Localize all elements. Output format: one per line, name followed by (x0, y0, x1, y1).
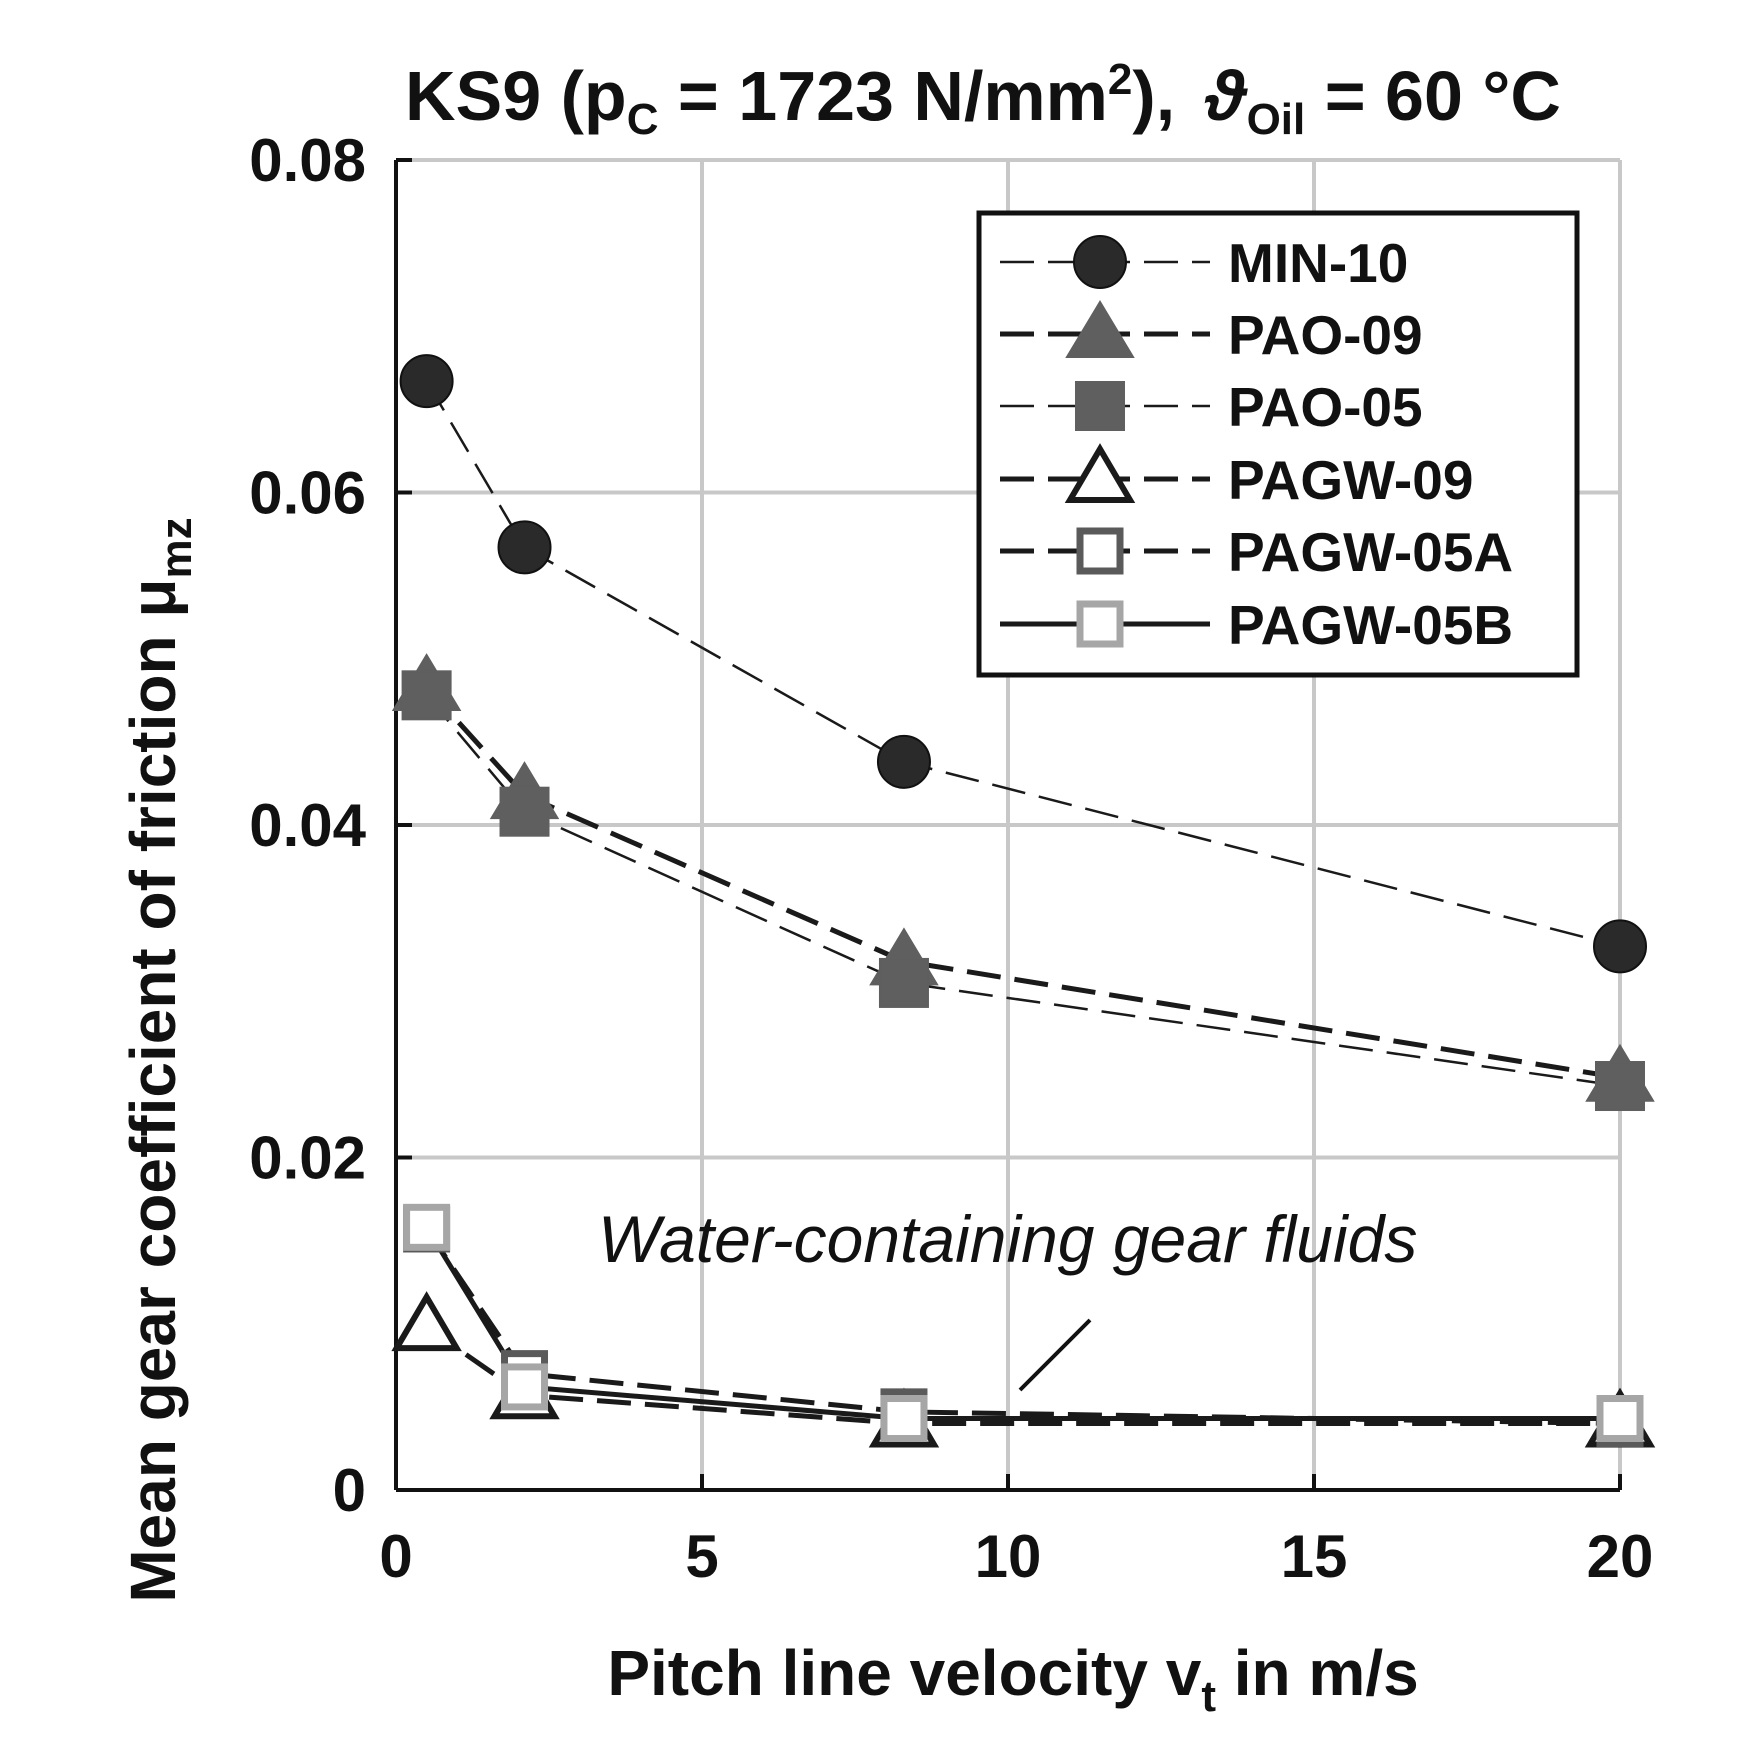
legend-label-pagw-05b: PAGW-05B (1228, 594, 1513, 656)
y-axis-label-main: Mean gear coefficient of friction μ (117, 578, 189, 1602)
legend-item-pagw-05b: PAGW-05B (1000, 594, 1513, 656)
annotation-label: Water-containing gear fluids (598, 1202, 1417, 1276)
series-line-pao-09 (424, 685, 1621, 1081)
data-point-pagw-05b-3 (1596, 1395, 1644, 1443)
x-axis-label-main: Pitch line velocity v (607, 1637, 1201, 1709)
legend-marker-pao-05 (1075, 381, 1125, 431)
legend-item-pagw-05a: PAGW-05A (1000, 521, 1513, 583)
series-line-pagw-09 (425, 1325, 1620, 1426)
title-p-sub: C (627, 95, 659, 144)
y-tick-label-2: 0.04 (249, 792, 366, 859)
series-line-pagw-05b (424, 1226, 1620, 1422)
legend-label-min-10: MIN-10 (1228, 232, 1408, 294)
legend-item-pao-09: PAO-09 (1000, 300, 1423, 366)
title-suffix: = 60 °C (1305, 57, 1561, 135)
data-point-pagw-05b-0 (403, 1203, 451, 1251)
data-point-pao-05-0 (401, 670, 452, 721)
data-point-pao-05-1 (499, 786, 550, 837)
data-point-pagw-05b-1 (501, 1363, 549, 1411)
legend-box (976, 210, 1580, 678)
data-point-min-10-0 (399, 354, 454, 409)
x-tick-label-3: 15 (1281, 1523, 1348, 1590)
legend-marker-pagw-05a (1076, 527, 1124, 575)
legend-item-min-10: MIN-10 (1000, 232, 1408, 294)
y-axis-label-sub: mz (152, 517, 201, 578)
data-point-pao-05-2 (878, 957, 929, 1008)
series-line-pao-05 (425, 694, 1621, 1088)
x-tick-label-2: 10 (975, 1523, 1042, 1590)
data-point-pagw-05b-2 (880, 1395, 928, 1443)
series-lines (424, 380, 1621, 1426)
legend-marker-pagw-09 (1064, 443, 1136, 503)
data-point-min-10-3 (1593, 919, 1647, 974)
title-sup: 2 (1108, 55, 1132, 104)
x-tick-label-1: 5 (685, 1523, 718, 1590)
y-tick-label-3: 0.06 (249, 460, 366, 527)
x-axis-label-sub: t (1201, 1672, 1216, 1721)
legend: MIN-10 PAO-09 PAO-05 PAGW-09 PAGW-05A PAGW-05… (976, 210, 1580, 678)
annotation-pointer (1018, 1318, 1092, 1392)
title-close: ), (1132, 57, 1175, 135)
data-point-min-10-2 (876, 734, 931, 789)
legend-item-pao-05: PAO-05 (1000, 376, 1423, 438)
legend-label-pao-09: PAO-09 (1228, 304, 1423, 366)
series-markers (391, 354, 1656, 1448)
legend-label-pao-05: PAO-05 (1228, 376, 1423, 438)
legend-marker-pao-09 (1065, 300, 1135, 358)
legend-marker-min-10 (1073, 235, 1127, 289)
x-axis-label-tail: in m/s (1216, 1637, 1419, 1709)
legend-label-pagw-05a: PAGW-05A (1228, 521, 1513, 583)
data-point-pao-05-3 (1595, 1061, 1645, 1112)
y-tick-label-0: 0 (333, 1457, 366, 1524)
y-tick-label-4: 0.08 (249, 127, 366, 194)
data-series (391, 354, 1656, 1448)
title-mid: = 1723 N/mm (658, 57, 1107, 135)
series-line-min-10 (425, 380, 1621, 948)
axes (394, 158, 1622, 1492)
y-tick-label-1: 0.02 (249, 1125, 366, 1192)
x-tick-label-0: 0 (379, 1523, 412, 1590)
x-tick-label-4: 20 (1587, 1523, 1654, 1590)
legend-marker-pagw-05b (1076, 600, 1124, 648)
legend-item-pagw-09: PAGW-09 (1000, 443, 1473, 511)
legend-label-pagw-09: PAGW-09 (1228, 449, 1473, 511)
data-point-min-10-1 (497, 520, 552, 575)
tick-labels: 0 0.02 0.04 0.06 0.08 0 5 10 15 20 (249, 127, 1653, 1590)
title-theta: ϑ (1204, 57, 1248, 135)
chart-title: KS9 (pC = 1723 N/mm2), ϑOil = 60 °C (405, 55, 1561, 144)
title-prefix: KS9 (p (405, 57, 627, 135)
x-axis-label: Pitch line velocity vt in m/s (607, 1637, 1418, 1721)
data-point-pagw-09-0 (391, 1291, 462, 1352)
title-theta-sub: Oil (1247, 95, 1306, 144)
y-axis-label: Mean gear coefficient of friction μmz (117, 517, 201, 1602)
